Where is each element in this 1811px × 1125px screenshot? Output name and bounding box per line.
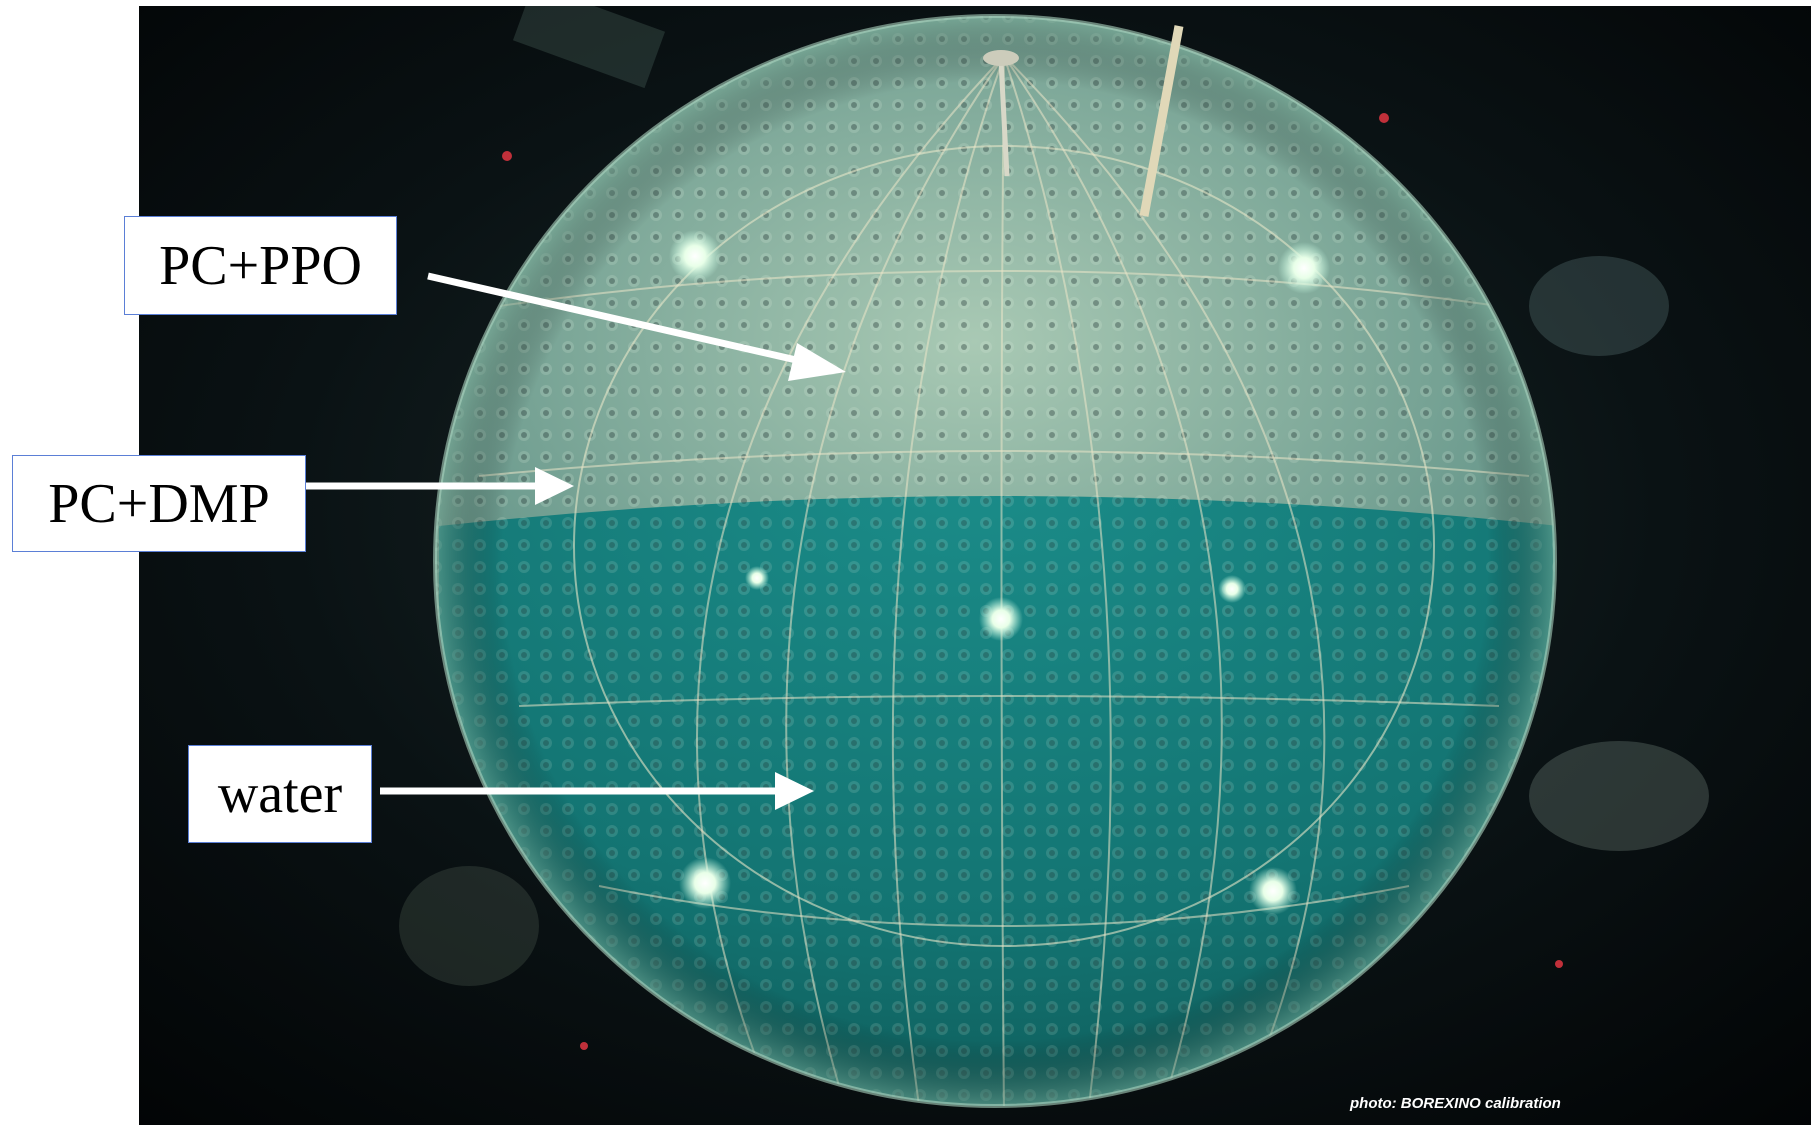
label-pc-ppo-text: PC+PPO <box>159 234 362 297</box>
detector-photo <box>139 6 1811 1125</box>
label-pc-dmp-text: PC+DMP <box>48 472 270 535</box>
label-water: water <box>188 745 372 843</box>
label-pc-ppo: PC+PPO <box>124 216 397 315</box>
photo-credit: photo: BOREXINO calibration <box>1350 1095 1561 1112</box>
label-pc-dmp: PC+DMP <box>12 455 306 552</box>
label-water-text: water <box>217 763 343 825</box>
